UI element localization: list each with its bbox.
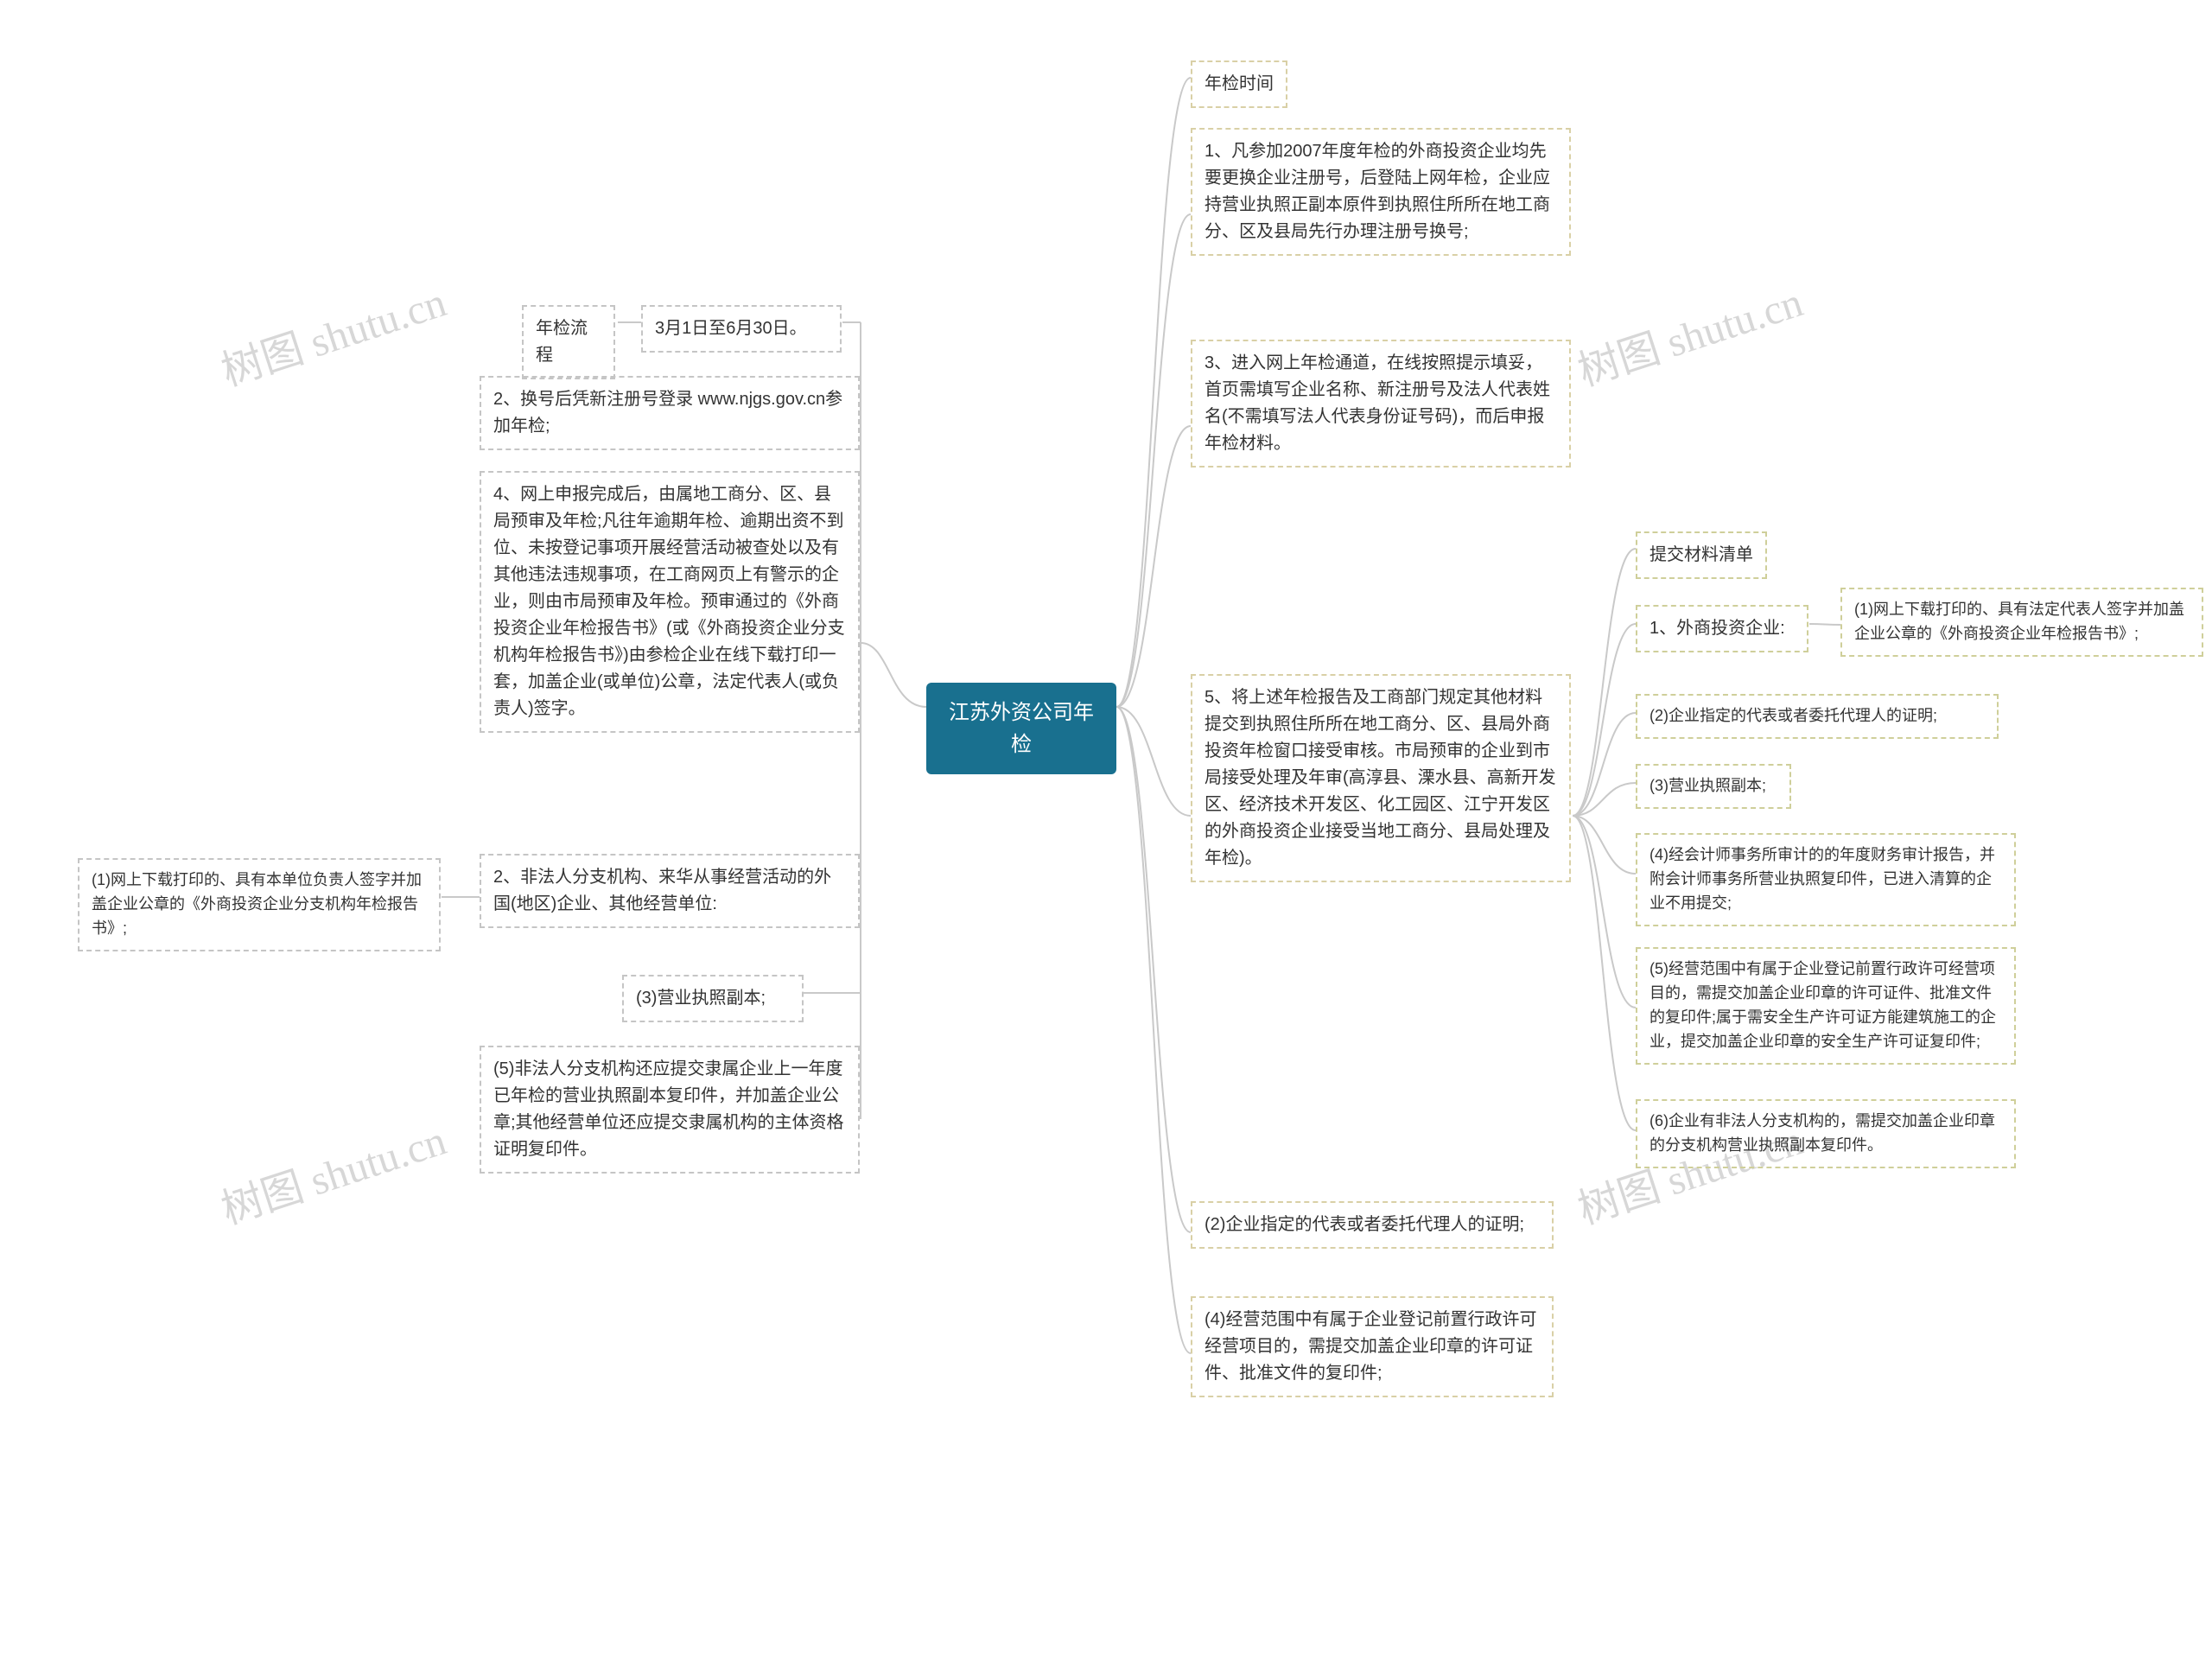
left-node-annual-process[interactable]: 年检流程 [522,305,615,379]
right-node-material-2[interactable]: (2)企业指定的代表或者委托代理人的证明; [1636,694,1999,739]
left-node-branch2-sub1[interactable]: (1)网上下载打印的、具有本单位负责人签字并加盖企业公章的《外商投资企业分支机构… [78,858,441,951]
watermark: 树图 shutu.cn [213,268,453,398]
right-node-material-6[interactable]: (6)企业有非法人分支机构的，需提交加盖企业印章的分支机构营业执照副本复印件。 [1636,1099,2016,1168]
left-node-step4[interactable]: 4、网上申报完成后，由属地工商分、区、县局预审及年检;凡往年逾期年检、逾期出资不… [480,471,860,733]
root-node[interactable]: 江苏外资公司年检 [926,683,1116,774]
left-node-branch5[interactable]: (5)非法人分支机构还应提交隶属企业上一年度已年检的营业执照副本复印件，并加盖企… [480,1046,860,1174]
left-node-branch2[interactable]: 2、非法人分支机构、来华从事经营活动的外国(地区)企业、其他经营单位: [480,854,860,928]
left-node-date-range[interactable]: 3月1日至6月30日。 [641,305,842,353]
right-node-proof2[interactable]: (2)企业指定的代表或者委托代理人的证明; [1191,1201,1554,1249]
right-node-foreign-enterprise[interactable]: 1、外商投资企业: [1636,605,1808,652]
right-node-step5[interactable]: 5、将上述年检报告及工商部门规定其他材料提交到执照住所所在地工商分、区、县局外商… [1191,674,1571,882]
watermark: 树图 shutu.cn [1569,268,1809,398]
right-node-step3[interactable]: 3、进入网上年检通道，在线按照提示填妥，首页需填写企业名称、新注册号及法人代表姓… [1191,340,1571,468]
left-node-license-copy[interactable]: (3)营业执照副本; [622,975,804,1022]
watermark: 树图 shutu.cn [213,1106,453,1236]
right-node-annual-time[interactable]: 年检时间 [1191,60,1287,108]
right-node-step1[interactable]: 1、凡参加2007年度年检的外商投资企业均先要更换企业注册号，后登陆上网年检，企… [1191,128,1571,256]
left-node-step2[interactable]: 2、换号后凭新注册号登录 www.njgs.gov.cn参加年检; [480,376,860,450]
right-node-foreign-enterprise-sub1[interactable]: (1)网上下载打印的、具有法定代表人签字并加盖企业公章的《外商投资企业年检报告书… [1840,588,2203,657]
right-node-material-list[interactable]: 提交材料清单 [1636,531,1767,579]
right-node-material-4[interactable]: (4)经会计师事务所审计的的年度财务审计报告，并附会计师事务所营业执照复印件，已… [1636,833,2016,926]
right-node-scope4[interactable]: (4)经营范围中有属于企业登记前置行政许可经营项目的，需提交加盖企业印章的许可证… [1191,1296,1554,1397]
connector-lines [0,0,2212,1654]
right-node-material-3[interactable]: (3)营业执照副本; [1636,764,1791,809]
right-node-material-5[interactable]: (5)经营范围中有属于企业登记前置行政许可经营项目的，需提交加盖企业印章的许可证… [1636,947,2016,1065]
